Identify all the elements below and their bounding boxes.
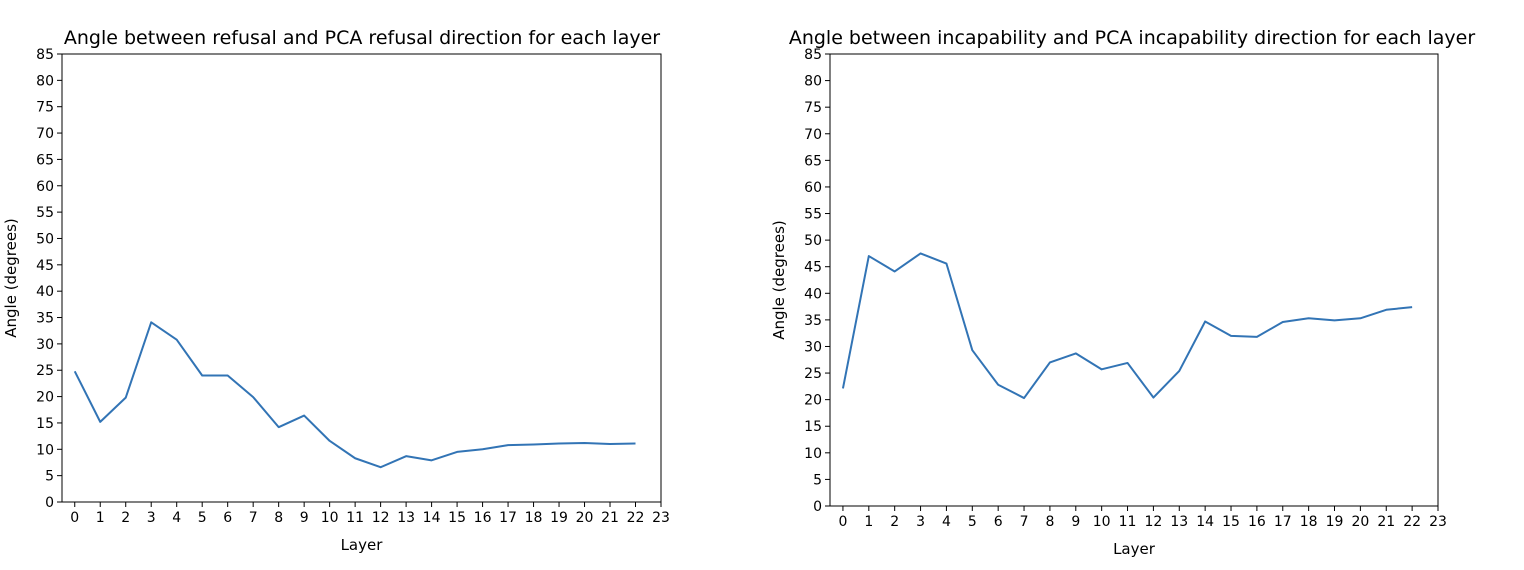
y-tick-label: 45: [804, 260, 822, 276]
y-tick-label: 75: [36, 100, 54, 116]
y-axis-label: Angle (degrees): [2, 218, 20, 338]
x-tick-label: 19: [550, 510, 568, 526]
x-tick-label: 6: [223, 510, 232, 526]
x-tick-label: 21: [1377, 514, 1395, 530]
x-tick-label: 13: [397, 510, 415, 526]
plot-frame: [61, 53, 662, 503]
x-tick-label: 16: [1248, 514, 1266, 530]
y-tick-label: 40: [804, 286, 822, 302]
x-tick-label: 3: [916, 514, 925, 530]
y-tick-label: 70: [36, 126, 54, 142]
x-tick-label: 4: [942, 514, 951, 530]
x-tick-label: 23: [652, 510, 670, 526]
x-tick-label: 7: [249, 510, 258, 526]
y-tick-label: 50: [804, 233, 822, 249]
y-tick-label: 15: [36, 416, 54, 432]
x-tick-label: 9: [1071, 514, 1080, 530]
x-tick-label: 2: [890, 514, 899, 530]
y-tick-label: 85: [36, 47, 54, 63]
y-tick-label: 20: [36, 390, 54, 406]
y-tick-label: 55: [804, 207, 822, 223]
x-tick-label: 10: [321, 510, 339, 526]
x-tick-label: 23: [1429, 514, 1447, 530]
y-tick-label: 75: [804, 100, 822, 116]
x-tick-label: 8: [274, 510, 283, 526]
y-tick-label: 45: [36, 258, 54, 274]
y-tick-label: 60: [36, 179, 54, 195]
y-tick-label: 5: [45, 469, 54, 485]
chart-title: Angle between incapability and PCA incap…: [789, 27, 1476, 49]
x-tick-label: 3: [147, 510, 156, 526]
chart-incapability: Angle between incapability and PCA incap…: [770, 27, 1475, 558]
y-axis-label: Angle (degrees): [770, 220, 788, 340]
x-tick-label: 11: [346, 510, 364, 526]
x-tick-label: 1: [96, 510, 105, 526]
x-axis-label: Layer: [1113, 540, 1156, 558]
x-tick-label: 14: [423, 510, 441, 526]
y-tick-label: 40: [36, 284, 54, 300]
y-tick-label: 65: [804, 153, 822, 169]
series-line: [73, 321, 636, 469]
x-tick-label: 2: [121, 510, 130, 526]
chart-title: Angle between refusal and PCA refusal di…: [64, 27, 660, 49]
x-tick-label: 18: [1300, 514, 1318, 530]
y-tick-label: 25: [36, 363, 54, 379]
y-tick-label: 55: [36, 205, 54, 221]
y-tick-label: 30: [36, 337, 54, 353]
x-tick-label: 9: [300, 510, 309, 526]
x-tick-label: 15: [448, 510, 466, 526]
x-tick-label: 6: [994, 514, 1003, 530]
x-tick-label: 15: [1222, 514, 1240, 530]
x-tick-label: 11: [1119, 514, 1137, 530]
plot-frame: [829, 53, 1439, 507]
y-tick-label: 0: [813, 499, 822, 515]
y-tick-label: 0: [45, 495, 54, 511]
x-tick-label: 4: [172, 510, 181, 526]
y-tick-label: 10: [36, 442, 54, 458]
x-tick-label: 10: [1093, 514, 1111, 530]
y-tick-label: 60: [804, 180, 822, 196]
x-tick-label: 12: [1144, 514, 1162, 530]
x-tick-label: 22: [627, 510, 645, 526]
x-axis-label: Layer: [341, 536, 384, 554]
chart-refusal: Angle between refusal and PCA refusal di…: [2, 27, 670, 554]
y-tick-label: 80: [36, 73, 54, 89]
x-tick-label: 12: [372, 510, 390, 526]
y-tick-label: 25: [804, 366, 822, 382]
y-tick-label: 85: [804, 47, 822, 63]
x-tick-label: 16: [474, 510, 492, 526]
x-tick-label: 13: [1170, 514, 1188, 530]
x-tick-label: 22: [1403, 514, 1421, 530]
y-tick-label: 50: [36, 231, 54, 247]
x-tick-label: 17: [1274, 514, 1292, 530]
x-tick-label: 19: [1326, 514, 1344, 530]
x-tick-label: 0: [838, 514, 847, 530]
x-tick-label: 21: [601, 510, 619, 526]
y-tick-label: 35: [36, 311, 54, 327]
x-tick-label: 18: [525, 510, 543, 526]
x-tick-label: 20: [576, 510, 594, 526]
y-tick-label: 30: [804, 339, 822, 355]
x-tick-label: 17: [499, 510, 517, 526]
y-tick-label: 15: [804, 419, 822, 435]
x-tick-label: 5: [968, 514, 977, 530]
x-tick-label: 5: [198, 510, 207, 526]
y-tick-label: 35: [804, 313, 822, 329]
x-tick-label: 14: [1196, 514, 1214, 530]
x-tick-label: 1: [864, 514, 873, 530]
x-tick-label: 7: [1020, 514, 1029, 530]
y-tick-label: 10: [804, 446, 822, 462]
y-tick-label: 65: [36, 152, 54, 168]
x-tick-label: 8: [1045, 514, 1054, 530]
series-line: [841, 252, 1413, 400]
y-tick-label: 20: [804, 393, 822, 409]
y-tick-label: 70: [804, 127, 822, 143]
y-tick-label: 80: [804, 74, 822, 90]
y-tick-label: 5: [813, 472, 822, 488]
x-tick-label: 20: [1351, 514, 1369, 530]
x-tick-label: 0: [70, 510, 79, 526]
